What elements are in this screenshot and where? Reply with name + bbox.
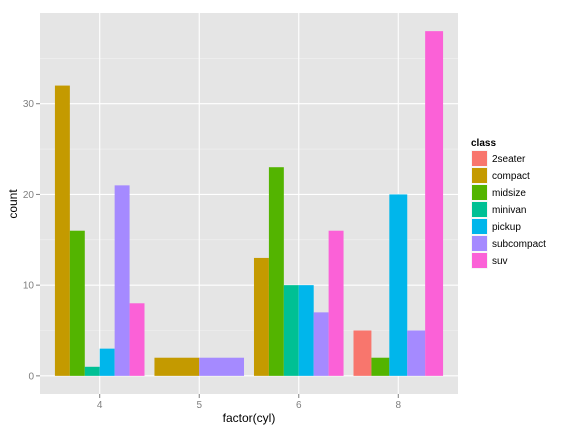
- legend-swatch: [472, 236, 487, 251]
- legend-label: subcompact: [492, 239, 546, 250]
- bars: [54, 31, 444, 376]
- legend-label: 2seater: [492, 154, 526, 165]
- y-axis: 0 10 20 30: [23, 99, 40, 382]
- y-tick-label: 10: [23, 281, 35, 292]
- legend-label: minivan: [492, 205, 526, 216]
- bar-5-subcompact: [199, 357, 245, 376]
- legend-items: 2seater compact midsize minivan pickup subcom…: [470, 149, 546, 270]
- y-axis-title: count: [6, 189, 20, 219]
- bar-4-suv: [129, 303, 145, 376]
- legend-swatch: [472, 151, 487, 166]
- bar-6-suv: [328, 230, 344, 376]
- x-axis-title: factor(cyl): [223, 411, 276, 425]
- x-tick-label: 4: [97, 400, 103, 411]
- legend-swatch: [472, 253, 487, 268]
- legend-swatch: [472, 219, 487, 234]
- bar-4-pickup: [99, 348, 115, 376]
- bar-4-compact: [54, 85, 70, 376]
- bar-5-compact: [154, 357, 200, 376]
- bar-6-compact: [253, 257, 269, 376]
- bar-6-minivan: [283, 285, 299, 376]
- x-axis: 4 5 6 8: [97, 394, 402, 411]
- bar-6-subcompact: [313, 312, 329, 376]
- y-tick-label: 30: [23, 99, 35, 110]
- x-tick-label: 6: [296, 400, 302, 411]
- bar-4-minivan: [84, 366, 100, 376]
- legend: class 2seater compact midsize minivan pickup…: [470, 138, 546, 270]
- legend-title: class: [471, 138, 496, 149]
- bar-4-midsize: [69, 230, 85, 376]
- bar-8-subcompact: [407, 330, 426, 376]
- bar-6-pickup: [298, 285, 314, 376]
- legend-label: pickup: [492, 222, 521, 233]
- bar-6-midsize: [268, 167, 284, 376]
- bar-4-subcompact: [114, 185, 130, 376]
- x-tick-label: 8: [396, 400, 402, 411]
- legend-swatch: [472, 168, 487, 183]
- y-tick-label: 0: [28, 371, 34, 382]
- bar-8-2seater: [353, 330, 372, 376]
- legend-swatch: [472, 185, 487, 200]
- bar-8-midsize: [371, 357, 390, 376]
- legend-label: suv: [492, 256, 508, 267]
- legend-swatch: [472, 202, 487, 217]
- y-tick-label: 20: [23, 190, 35, 201]
- legend-label: compact: [492, 171, 530, 182]
- x-tick-label: 5: [196, 400, 202, 411]
- legend-label: midsize: [492, 188, 526, 199]
- bar-8-suv: [425, 31, 444, 376]
- bar-8-pickup: [389, 194, 408, 376]
